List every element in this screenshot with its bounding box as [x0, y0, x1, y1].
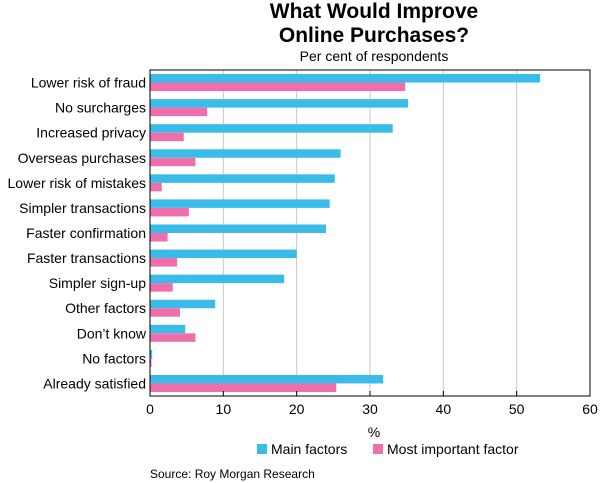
- bars: [150, 74, 541, 392]
- bar-main-factors: [150, 149, 341, 158]
- category-label: Simpler sign-up: [49, 275, 146, 291]
- x-tick-label: 10: [216, 401, 232, 417]
- bar-most-important-factor: [150, 132, 184, 142]
- category-label: Faster confirmation: [26, 225, 146, 241]
- category-label: Increased privacy: [36, 125, 146, 141]
- bar-main-factors: [150, 199, 330, 208]
- bar-most-important-factor: [150, 358, 152, 367]
- chart-subtitle: Per cent of respondents: [300, 48, 449, 64]
- legend-label-most-important-factor: Most important factor: [387, 441, 519, 457]
- category-labels: Lower risk of fraud No surcharges Increase…: [8, 75, 147, 392]
- source-note: Source: Roy Morgan Research: [150, 467, 315, 481]
- legend: Main factors Most important factor: [257, 441, 519, 457]
- bar-main-factors: [150, 124, 393, 133]
- bar-main-factors: [150, 174, 335, 183]
- x-axis-ticks: 0 10 20 30 40 50 60: [146, 391, 598, 417]
- category-label: Faster transactions: [27, 250, 146, 266]
- bar-most-important-factor: [150, 333, 196, 342]
- category-label: Already satisfied: [43, 375, 146, 391]
- x-tick-label: 60: [582, 401, 598, 417]
- bar-main-factors: [150, 349, 153, 359]
- chart-title-line-1: What Would Improve: [270, 0, 478, 23]
- x-tick-label: 40: [436, 401, 452, 417]
- bar-main-factors: [150, 99, 409, 108]
- bar-most-important-factor: [150, 308, 181, 317]
- x-tick-label: 0: [146, 401, 154, 417]
- bar-most-important-factor: [150, 283, 173, 292]
- bar-main-factors: [150, 299, 216, 309]
- category-label: Simpler transactions: [19, 200, 146, 216]
- x-tick-label: 30: [362, 401, 378, 417]
- bar-main-factors: [150, 274, 285, 284]
- bar-most-important-factor: [150, 82, 406, 92]
- chart-title-line-2: Online Purchases?: [279, 24, 469, 47]
- legend-label-main-factors: Main factors: [271, 441, 347, 457]
- bar-most-important-factor: [150, 233, 168, 242]
- category-label: Lower risk of mistakes: [8, 175, 146, 191]
- category-label: Don’t know: [77, 325, 147, 341]
- bar-main-factors: [150, 374, 384, 384]
- category-label: Other factors: [65, 300, 146, 316]
- x-tick-label: 50: [509, 401, 525, 417]
- category-label: No factors: [82, 350, 146, 366]
- x-axis-label: %: [368, 424, 380, 440]
- bar-most-important-factor: [150, 182, 162, 192]
- bar-most-important-factor: [150, 383, 337, 392]
- legend-swatch-main-factors: [257, 444, 267, 454]
- bar-main-factors: [150, 249, 297, 259]
- bar-most-important-factor: [150, 107, 208, 117]
- bar-main-factors: [150, 74, 541, 83]
- category-label: Overseas purchases: [18, 150, 146, 166]
- bar-main-factors: [150, 324, 186, 334]
- legend-swatch-most-important-factor: [373, 444, 383, 454]
- bar-main-factors: [150, 224, 326, 233]
- bar-most-important-factor: [150, 258, 178, 267]
- x-tick-label: 20: [289, 401, 305, 417]
- bar-most-important-factor: [150, 207, 189, 217]
- category-label: No surcharges: [55, 100, 146, 116]
- bar-most-important-factor: [150, 157, 196, 167]
- category-label: Lower risk of fraud: [31, 75, 146, 91]
